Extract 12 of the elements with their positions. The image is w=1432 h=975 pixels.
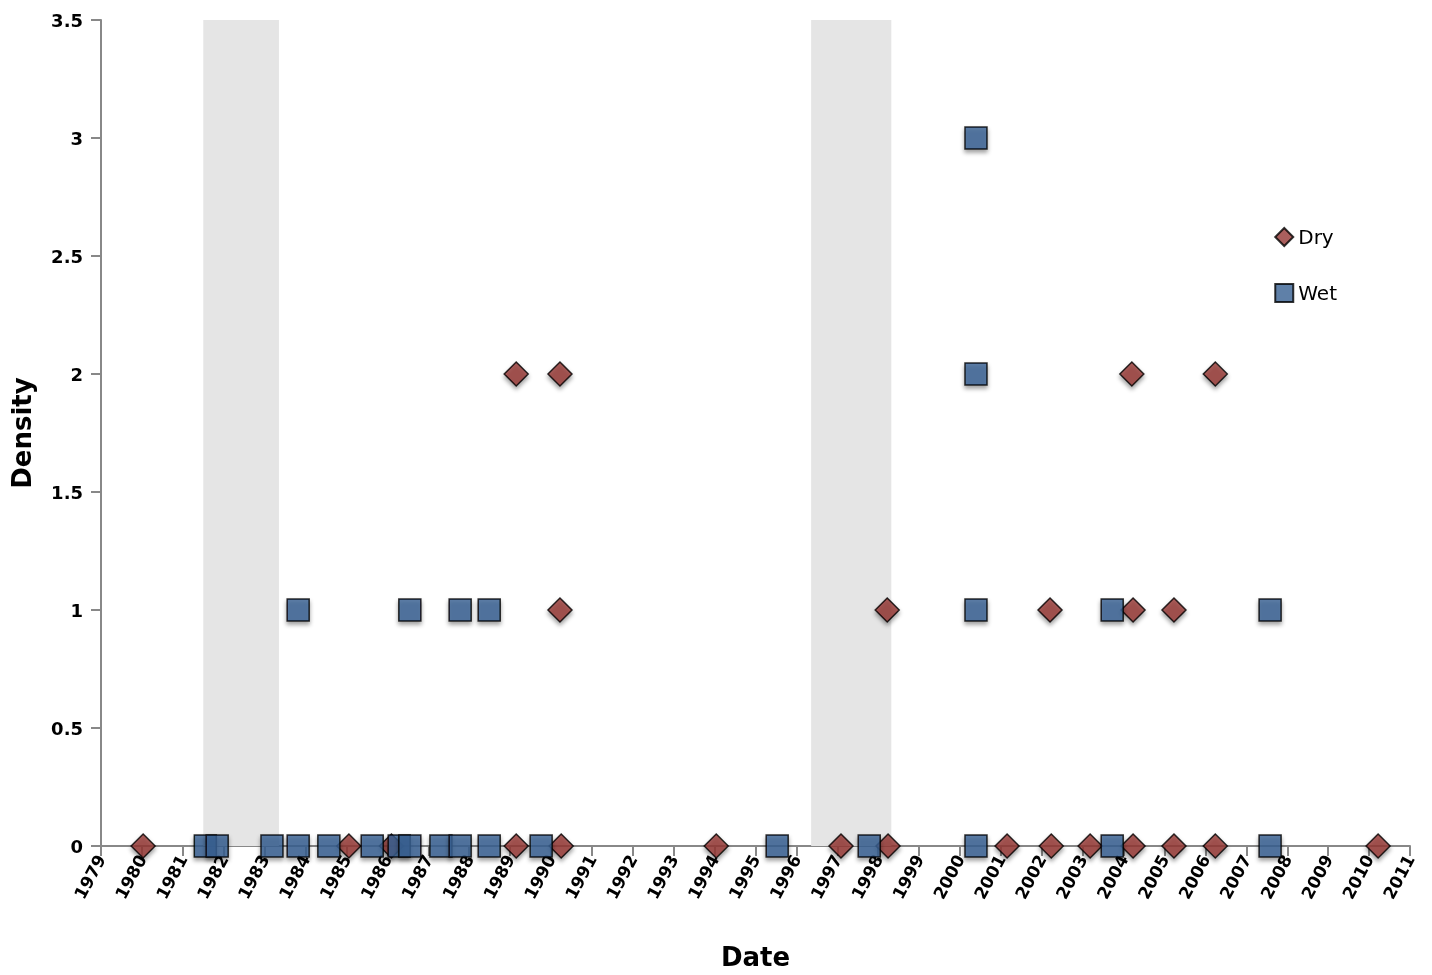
y-tick-label: 1	[70, 599, 83, 621]
legend-label: Wet	[1298, 281, 1338, 305]
legend-label: Dry	[1298, 225, 1334, 249]
y-tick-label: 0.5	[51, 717, 83, 739]
y-tick-label: 3	[70, 127, 83, 149]
y-tick-label: 0	[70, 835, 83, 857]
y-tick-label: 1.5	[51, 481, 83, 503]
x-axis-title: Date	[720, 942, 791, 972]
y-tick-label: 2	[70, 363, 83, 385]
y-axis-title: Density	[7, 377, 37, 489]
y-tick-label: 2.5	[51, 245, 83, 267]
y-tick-label: 3.5	[51, 9, 83, 31]
